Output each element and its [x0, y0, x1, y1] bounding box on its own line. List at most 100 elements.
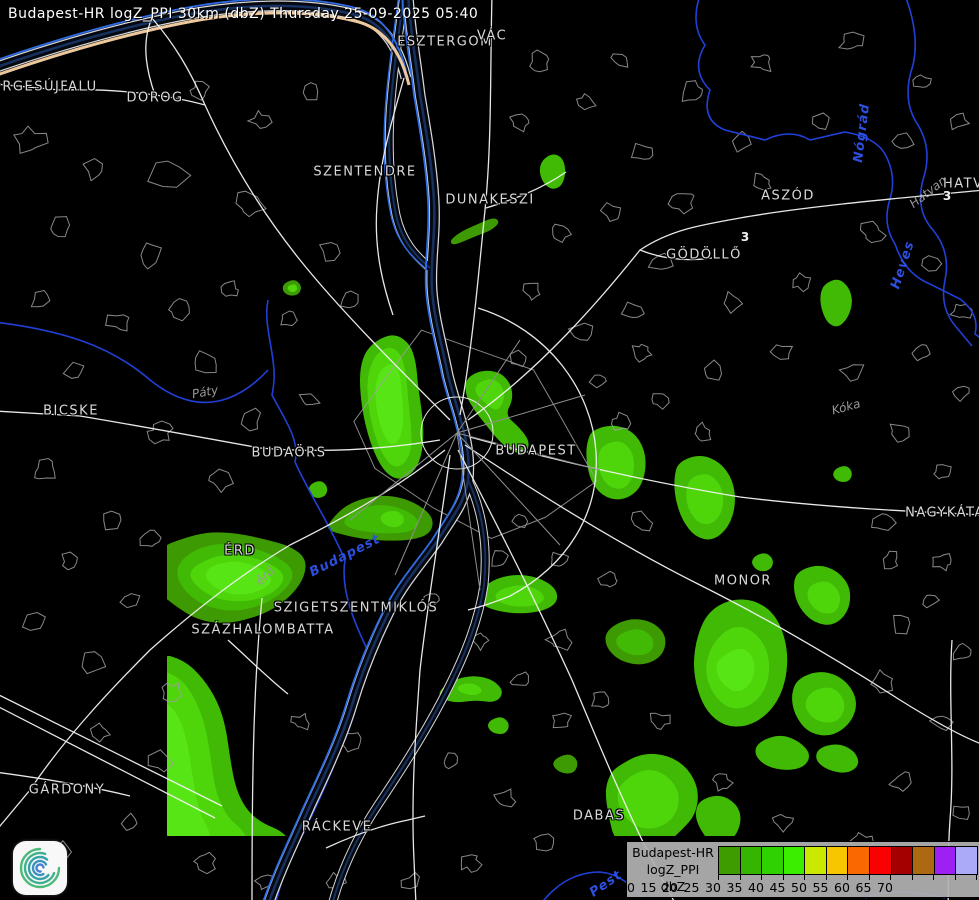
legend-tick-label: 60: [834, 880, 850, 895]
settlement-boundary: [194, 350, 217, 374]
settlement-boundary: [146, 420, 174, 445]
radar-echo: [375, 364, 404, 444]
settlement-boundary: [353, 329, 598, 540]
radar-echo: [816, 744, 859, 773]
settlement-boundary: [952, 805, 970, 821]
radar-echo: [755, 735, 809, 770]
settlement-boundary: [922, 594, 941, 609]
settlement-boundary: [167, 297, 190, 322]
settlement-boundary: [544, 628, 573, 651]
dbz-legend: Budapest-HR logZ_PPI dbZ 10 15 20 25 30 35 40 4…: [619, 841, 979, 898]
settlement-boundary: [298, 393, 321, 406]
settlement-boundary: [750, 54, 772, 73]
radar-echo: [695, 795, 741, 836]
settlement-boundary: [529, 49, 550, 73]
settlement-boundary: [620, 301, 645, 319]
settlement-boundary: [769, 344, 794, 360]
settlement-boundary: [723, 290, 744, 315]
legend-tick-mark: [933, 875, 934, 880]
radar-echo: [716, 648, 755, 692]
legend-color-swatch: [719, 847, 741, 874]
settlement-boundary: [140, 242, 163, 270]
settlement-boundary: [575, 92, 597, 111]
settlement-boundary: [220, 280, 239, 297]
settlement-boundary: [147, 749, 175, 773]
settlement-boundary: [792, 272, 812, 293]
legend-color-swatch: [762, 847, 784, 874]
legend-tick-label: 35: [726, 880, 743, 895]
settlement-boundary: [460, 854, 483, 873]
settlement-boundary: [771, 813, 795, 833]
settlement-boundary: [13, 125, 49, 154]
legend-title-block: Budapest-HR logZ_PPI dbZ: [627, 844, 719, 895]
settlement-boundary: [30, 289, 51, 308]
settlement-boundary: [339, 290, 359, 309]
settlement-boundary: [912, 74, 932, 88]
settlement-boundary: [949, 112, 971, 131]
settlement-boundary: [280, 310, 299, 327]
settlement-boundary: [421, 593, 440, 608]
settlement-boundary: [928, 715, 954, 732]
settlement-boundary: [89, 722, 112, 743]
legend-tick-label: 25: [683, 880, 700, 895]
radar-echo: [820, 279, 852, 327]
settlement-boundary: [610, 53, 629, 68]
radar-echo: [686, 474, 724, 524]
legend-tick-label: 50: [791, 880, 807, 895]
settlement-boundary: [588, 374, 607, 389]
settlement-boundary: [911, 344, 931, 362]
settlement-boundary: [21, 611, 46, 631]
settlement-boundary: [888, 771, 912, 792]
legend-title-line: dbZ: [660, 879, 686, 894]
settlement-boundary: [491, 550, 509, 567]
legend-color-swatch: [805, 847, 827, 874]
map-title: Budapest-HR logZ_PPI 30km (dbZ) Thursday…: [8, 6, 479, 22]
radar-echo: [752, 553, 773, 572]
settlement-boundary: [82, 158, 104, 182]
legend-tick-mark: [976, 875, 977, 880]
settlement-boundary: [246, 109, 273, 129]
legend-tick-mark: [847, 875, 848, 880]
legend-tick-label: 40: [748, 880, 764, 895]
settlement-boundary: [400, 871, 421, 890]
settlement-boundary: [651, 393, 670, 410]
legend-title-line: Budapest-HR: [632, 845, 714, 860]
settlement-boundary: [703, 359, 723, 381]
idokep-logo[interactable]: [13, 841, 67, 895]
radar-echo: [553, 754, 578, 774]
legend-title-line: logZ_PPI: [646, 862, 700, 877]
settlement-boundary: [838, 31, 865, 50]
legend-color-swatch: [740, 847, 763, 874]
settlement-boundary: [443, 752, 459, 770]
settlement-boundary: [318, 241, 341, 262]
settlement-boundary: [189, 80, 210, 101]
settlement-boundary: [509, 671, 530, 686]
settlement-boundary: [711, 773, 734, 792]
settlement-boundary: [882, 550, 899, 570]
settlement-boundary: [552, 223, 573, 244]
radar-echo: [616, 629, 654, 656]
radar-echo: [833, 466, 852, 482]
settlement-boundary: [50, 216, 71, 238]
settlement-boundary: [508, 113, 530, 133]
radar-echo: [308, 481, 328, 498]
legend-tick-mark: [825, 875, 827, 880]
settlement-boundary: [891, 132, 915, 149]
settlement-boundary: [811, 112, 830, 130]
settlement-boundary: [61, 551, 78, 571]
settlement-boundary: [119, 593, 141, 609]
settlement-boundary: [147, 160, 192, 188]
settlement-boundary: [552, 712, 573, 729]
legend-tick-mark: [890, 875, 891, 880]
legend-color-swatch: [891, 847, 914, 874]
legend-color-swatch: [783, 847, 806, 874]
settlement-boundary: [871, 513, 897, 531]
settlement-boundary: [105, 314, 130, 332]
radar-echo: [450, 218, 499, 245]
settlement-boundary: [103, 510, 122, 531]
radar-echo: [457, 683, 482, 695]
legend-color-swatch: [956, 847, 977, 874]
legend-color-swatch: [870, 847, 892, 874]
settlement-boundary: [120, 812, 138, 832]
